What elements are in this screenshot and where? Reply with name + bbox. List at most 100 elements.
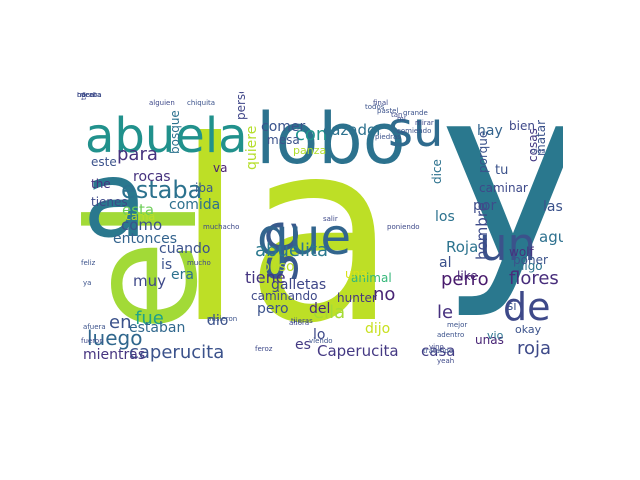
word: hunter	[337, 291, 377, 305]
word: ella	[313, 302, 346, 323]
word: miraba	[77, 92, 102, 99]
word: rocas	[133, 169, 171, 185]
word: cuenta	[77, 92, 102, 99]
word: like	[457, 269, 478, 283]
word: las	[543, 199, 563, 215]
word: que	[257, 208, 352, 266]
word: pastel	[377, 107, 399, 115]
word: del	[309, 301, 331, 317]
word: vino	[429, 343, 444, 351]
word: mucho	[187, 259, 211, 267]
word: una	[345, 267, 368, 281]
word: feroz	[255, 345, 273, 353]
word: tratando	[423, 347, 454, 355]
word: su	[388, 102, 444, 158]
word: yeah	[437, 357, 455, 365]
word: era	[171, 267, 194, 283]
word: fueron	[81, 337, 104, 345]
word: pero	[257, 301, 289, 317]
word: al	[439, 255, 452, 271]
word: mirar	[415, 119, 434, 127]
word: quiere	[244, 125, 260, 170]
word: salir	[323, 215, 338, 223]
word: dijo	[365, 321, 391, 337]
word: vio	[487, 329, 504, 342]
word: flores	[509, 268, 559, 289]
word: mesa	[267, 133, 300, 147]
word-cloud: y la el a lobo abuela su se que un de es…	[77, 92, 563, 382]
word: esta	[122, 201, 155, 219]
word: bosque	[168, 110, 182, 154]
word: es	[295, 337, 311, 353]
word: piedras	[375, 133, 401, 141]
word: los	[435, 209, 455, 225]
word: viendo	[309, 337, 333, 345]
word: galletas	[271, 277, 327, 293]
word: ahora	[289, 319, 310, 327]
word: comiendo	[397, 127, 432, 135]
word: caminar	[479, 181, 528, 195]
word: no	[373, 284, 396, 305]
word: le	[437, 302, 454, 323]
word: casa	[421, 342, 456, 360]
word: chiquita	[187, 99, 216, 107]
word: abuelita	[255, 240, 329, 261]
word: hombre	[473, 202, 491, 260]
word: comida	[169, 197, 221, 213]
word: hay	[477, 123, 503, 139]
word: roja	[517, 338, 552, 359]
word: fue	[135, 308, 164, 329]
word: bien	[509, 119, 535, 133]
word: tan	[391, 111, 403, 119]
word: abuela	[85, 108, 248, 164]
word: animal	[351, 271, 392, 285]
word: estaban	[129, 320, 186, 336]
word: ya	[83, 279, 92, 287]
word: todos	[365, 103, 385, 111]
word: va	[213, 161, 228, 175]
word: caperucita	[129, 342, 225, 363]
word: adentro	[437, 331, 465, 339]
word: tienes	[91, 195, 128, 209]
word: puso	[261, 259, 295, 275]
word: tijeras	[291, 317, 313, 325]
word: okay	[515, 323, 542, 336]
word: y	[439, 92, 563, 322]
word: tu	[495, 163, 509, 178]
word: Caperucita	[317, 342, 399, 360]
word: cama	[125, 210, 156, 223]
word: a	[83, 139, 148, 261]
word: mejor	[447, 321, 468, 329]
word: unas	[475, 333, 504, 347]
word: panza	[293, 144, 327, 157]
word: poner	[513, 253, 548, 267]
word: para	[117, 144, 158, 165]
word: grande	[403, 109, 428, 117]
word: mi	[397, 115, 406, 123]
word: un	[479, 218, 537, 271]
word: la	[175, 92, 398, 378]
word: pusieron	[207, 315, 238, 323]
word: alguien	[149, 99, 175, 107]
word: este	[91, 155, 117, 169]
word: poniendo	[387, 223, 420, 231]
word: hacer	[77, 92, 97, 99]
word: muy	[133, 272, 166, 290]
word: algo	[517, 259, 543, 273]
word: iba	[195, 181, 214, 195]
word: comer	[261, 119, 306, 135]
word: entonces	[113, 231, 178, 247]
word: wolf	[509, 245, 534, 259]
word: con	[295, 124, 328, 145]
word: dice	[430, 159, 444, 184]
word: agua	[539, 228, 563, 246]
word: feliz	[81, 259, 96, 267]
word: the	[91, 177, 111, 191]
word: is	[161, 257, 173, 273]
word: final	[373, 99, 389, 107]
word: luego	[87, 326, 143, 350]
word: estaba	[121, 176, 203, 204]
word: persona	[234, 92, 248, 120]
word: porque	[476, 130, 490, 173]
word: afuera	[83, 323, 106, 331]
